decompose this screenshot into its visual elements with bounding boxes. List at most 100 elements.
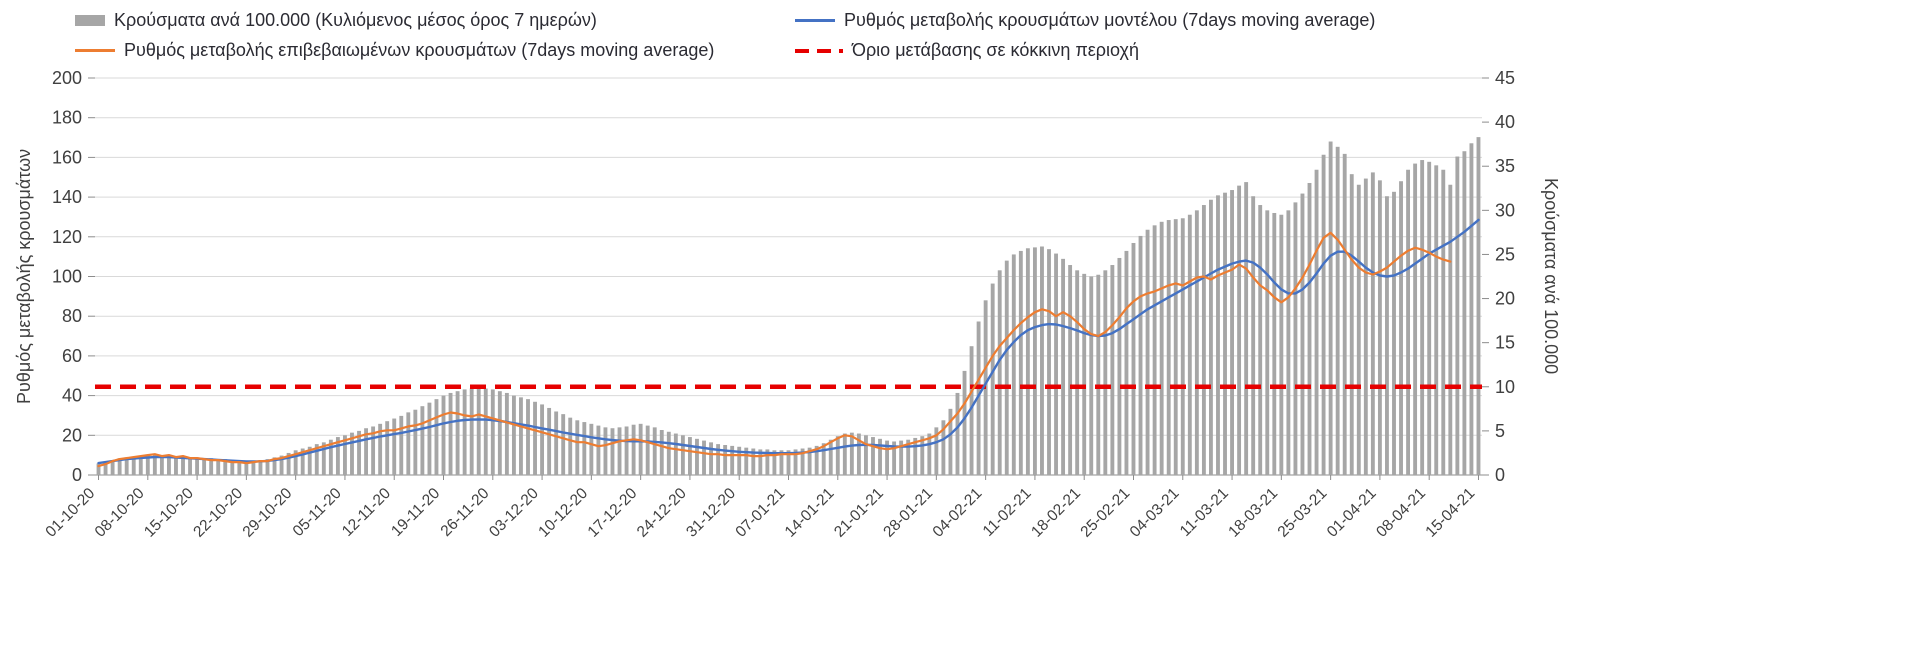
right-axis-tick-label: 20 — [1495, 289, 1515, 309]
bar — [779, 450, 784, 475]
left-axis-tick-label: 180 — [52, 108, 82, 128]
bar — [1025, 248, 1030, 475]
bar — [321, 442, 326, 475]
bar — [990, 283, 995, 475]
right-axis-tick-label: 45 — [1495, 68, 1515, 88]
bar — [1180, 218, 1185, 475]
bar — [145, 455, 150, 475]
bar — [209, 458, 214, 475]
right-axis-tick-label: 15 — [1495, 333, 1515, 353]
bar — [772, 450, 777, 475]
x-axis-tick-label: 15-10-20 — [141, 485, 197, 541]
bar — [702, 440, 706, 475]
bar — [1244, 182, 1249, 475]
bar — [357, 430, 361, 475]
bar — [575, 420, 580, 475]
bar — [793, 449, 798, 475]
dashed-line-swatch-icon — [795, 48, 843, 53]
bar — [96, 463, 101, 475]
bar — [920, 436, 925, 475]
x-axis-tick-label: 21-01-21 — [831, 485, 887, 541]
x-axis-tick-label: 28-01-21 — [880, 485, 936, 541]
bar — [434, 399, 439, 475]
bar — [1075, 270, 1080, 475]
bar — [744, 447, 749, 475]
bar — [800, 448, 805, 475]
bar — [849, 432, 854, 475]
bar — [138, 455, 143, 475]
legend-label: Ρυθμός μεταβολής επιβεβαιωμένων κρουσμάτ… — [124, 40, 715, 60]
bar — [1223, 192, 1227, 475]
bar — [1011, 254, 1016, 475]
bar — [1349, 174, 1354, 475]
left-axis-tick-label: 20 — [62, 425, 82, 445]
bar — [603, 427, 608, 475]
left-axis-tick-label: 0 — [72, 465, 82, 485]
bar — [737, 446, 742, 475]
bar — [1187, 214, 1192, 476]
bar — [335, 437, 340, 475]
right-axis-tick-label: 25 — [1495, 244, 1515, 264]
bar — [659, 430, 664, 475]
x-axis-tick-label: 11-03-21 — [1177, 485, 1232, 540]
bar — [279, 455, 284, 475]
legend-item-cases-bars: Κρούσματα ανά 100.000 (Κυλιόμενος μέσος … — [75, 10, 597, 31]
bar — [1159, 221, 1164, 475]
bar — [1399, 181, 1403, 475]
bar — [1124, 250, 1129, 475]
bar — [948, 408, 953, 475]
bar — [899, 440, 904, 475]
bar — [1370, 172, 1375, 475]
bar — [1392, 191, 1396, 475]
bar — [1462, 151, 1467, 475]
bar — [821, 443, 826, 475]
bar — [540, 404, 545, 475]
bar — [110, 460, 115, 475]
bar — [1293, 202, 1298, 475]
bar — [1377, 180, 1382, 475]
bar — [892, 441, 897, 475]
bar — [195, 457, 200, 475]
legend-label: Ρυθμός μεταβολής κρουσμάτων μοντέλου (7d… — [844, 10, 1376, 30]
bar — [371, 426, 376, 475]
bar — [955, 392, 960, 475]
bar — [1469, 143, 1474, 475]
bar — [202, 458, 207, 475]
bar — [399, 415, 404, 475]
bar — [652, 427, 657, 475]
bar — [293, 450, 298, 475]
bar — [1018, 250, 1023, 475]
bar — [272, 457, 277, 475]
bar — [1082, 273, 1087, 475]
x-axis-tick-label: 14-01-21 — [782, 485, 838, 541]
bar — [871, 437, 875, 475]
x-axis-tick-label: 18-03-21 — [1225, 485, 1281, 541]
bar — [378, 423, 383, 475]
bar — [758, 449, 763, 475]
x-axis-tick-label: 26-11-20 — [438, 485, 493, 540]
bar — [666, 431, 671, 475]
bar — [103, 461, 108, 475]
bar — [1321, 154, 1326, 475]
bar — [1138, 235, 1143, 475]
bar — [1110, 265, 1115, 475]
bar — [1420, 160, 1425, 476]
bar — [385, 421, 390, 475]
bar — [885, 440, 889, 475]
bar — [695, 438, 699, 475]
bar — [533, 401, 537, 475]
bar — [166, 455, 171, 475]
bar — [1061, 258, 1066, 475]
bar — [878, 438, 882, 475]
left-axis-title: Ρυθμός μεταβολής κρουσμάτων — [14, 148, 34, 405]
bar — [314, 444, 319, 475]
bar — [1096, 274, 1101, 475]
bar — [286, 452, 291, 475]
bar — [392, 418, 397, 475]
bar — [582, 422, 587, 475]
bar — [1342, 153, 1347, 475]
bar — [1117, 257, 1122, 475]
bar — [1166, 220, 1171, 475]
bar — [554, 411, 559, 475]
